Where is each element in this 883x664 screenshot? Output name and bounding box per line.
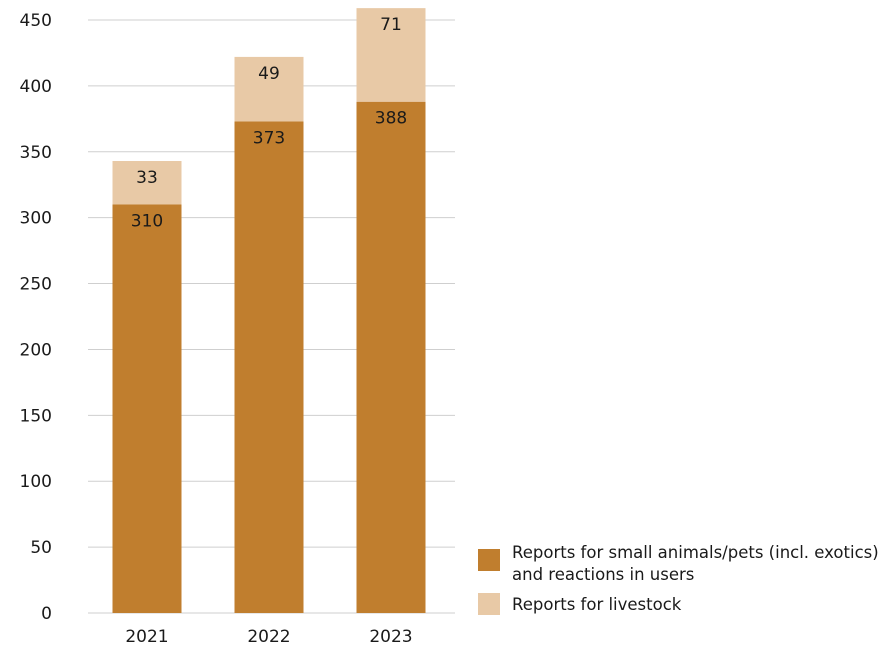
bar-2021-series-1 — [112, 204, 182, 613]
y-tick-label-350: 350 — [20, 143, 52, 163]
y-tick-label-200: 200 — [20, 340, 52, 360]
x-tick-label-2021: 2021 — [125, 627, 168, 647]
y-tick-label-0: 0 — [41, 604, 52, 624]
legend-label-series-1-line-1: Reports for small animals/pets (incl. ex… — [512, 543, 879, 562]
bar-2023-series-2 — [356, 8, 426, 102]
y-tick-label-150: 150 — [20, 406, 52, 426]
bar-2021-series-2 — [112, 161, 182, 205]
y-tick-label-300: 300 — [20, 209, 52, 229]
bar-2022-series-2 — [234, 56, 304, 122]
y-tick-label-400: 400 — [20, 77, 52, 97]
y-tick-label-450: 450 — [20, 11, 52, 31]
data-label-2023-series-2: 71 — [380, 15, 402, 35]
y-tick-label-100: 100 — [20, 472, 52, 492]
x-tick-label-2022: 2022 — [247, 627, 290, 647]
y-tick-label-250: 250 — [20, 275, 52, 295]
data-label-2021-series-1: 310 — [131, 211, 163, 231]
bar-2022-series-1 — [234, 121, 304, 614]
legend-swatch-series-1 — [478, 549, 500, 571]
data-label-2021-series-2: 33 — [136, 168, 158, 188]
legend-swatch-series-2 — [478, 593, 500, 615]
legend-label-series-2: Reports for livestock — [512, 595, 682, 614]
x-tick-label-2023: 2023 — [369, 627, 412, 647]
data-label-2022-series-2: 49 — [258, 64, 280, 84]
legend-label-series-1-line-2: and reactions in users — [512, 565, 694, 584]
bar-2023-series-1 — [356, 101, 426, 614]
data-label-2022-series-1: 373 — [253, 128, 285, 148]
data-label-2023-series-1: 388 — [375, 109, 407, 129]
y-tick-label-50: 50 — [30, 538, 52, 558]
